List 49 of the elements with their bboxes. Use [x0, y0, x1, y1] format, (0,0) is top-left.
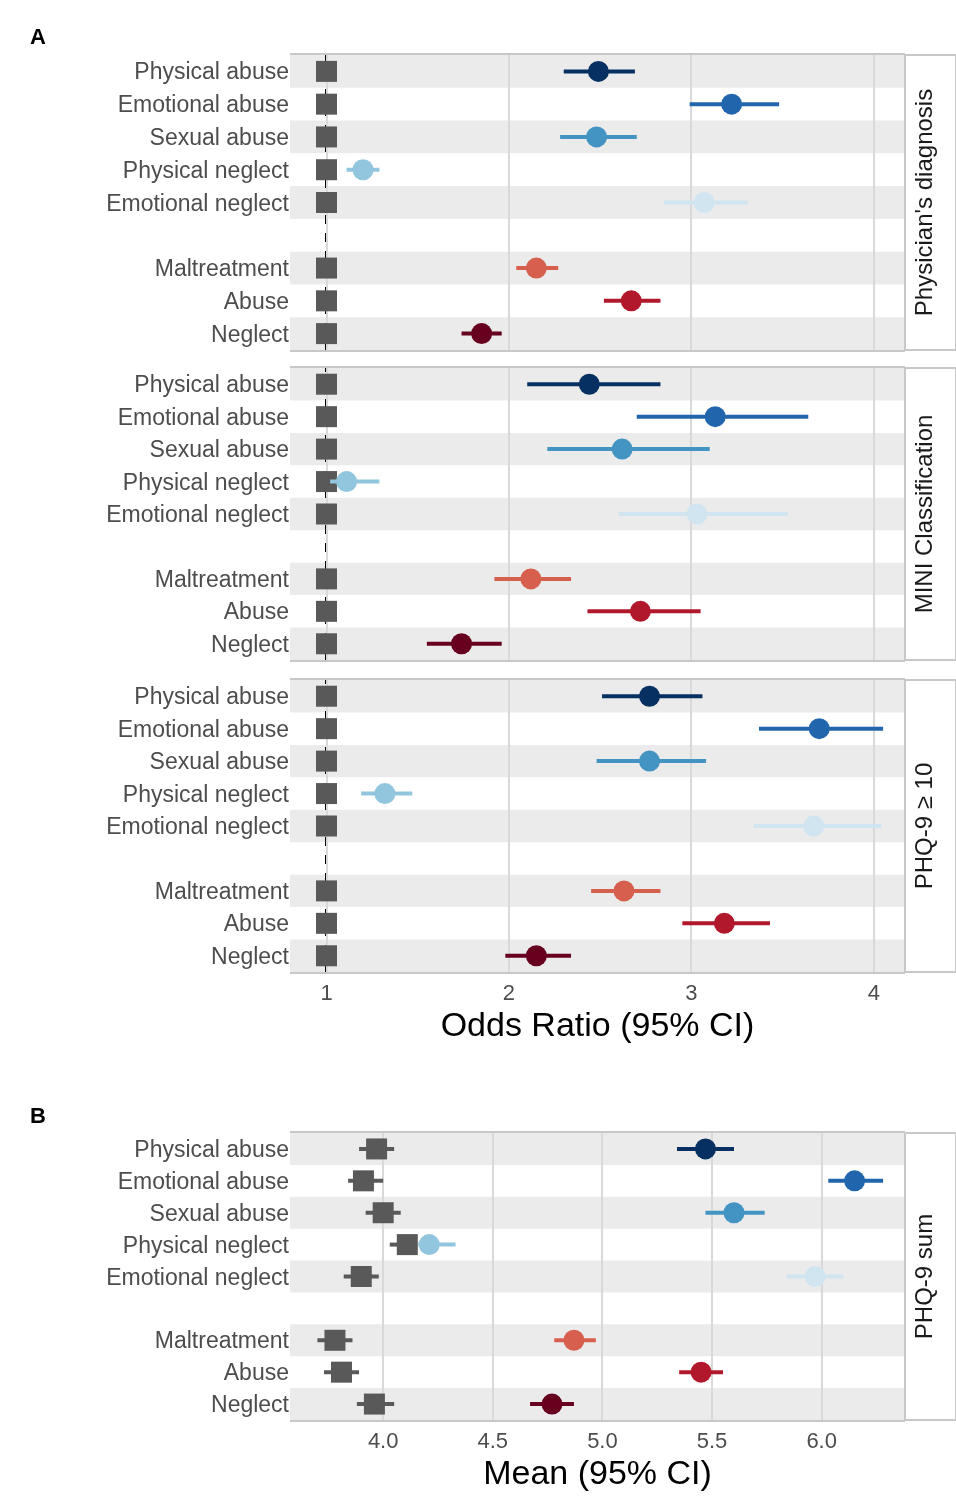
y-tick-label: Emotional abuse [117, 403, 289, 430]
y-tick-label: Physical neglect [122, 468, 290, 495]
y-tick-label: Emotional neglect [106, 501, 290, 528]
y-tick-label: Emotional neglect [106, 1263, 290, 1290]
y-tick-label: Emotional abuse [117, 1167, 289, 1194]
y-tick-label: Emotional abuse [117, 91, 289, 118]
y-tick-label: Sexual abuse [149, 1199, 289, 1226]
y-tick-label: Physical neglect [122, 156, 290, 183]
y-tick-label: Abuse [223, 598, 289, 625]
y-tick-label: Neglect [211, 1391, 290, 1418]
y-tick-label: Maltreatment [154, 255, 290, 282]
y-tick-label: Emotional abuse [117, 715, 289, 742]
text: PHQ-9 ≥ 10 [910, 762, 938, 890]
x-tick-label: 4 [867, 980, 881, 1006]
text: MINI Classification [910, 414, 938, 614]
y-tick-label: Physical abuse [134, 58, 289, 85]
x-tick-label: 5.0 [587, 1428, 618, 1454]
y-tick-label: Abuse [223, 287, 289, 314]
y-tick-label: Neglect [211, 320, 290, 347]
y-tick-label: Maltreatment [154, 877, 290, 904]
y-tick-label: Physical neglect [122, 1231, 290, 1258]
text: PHQ-9 sum [910, 1213, 938, 1340]
x-tick-label: 2 [502, 980, 516, 1006]
y-tick-label: Physical neglect [122, 780, 290, 807]
text: A [30, 24, 46, 49]
y-tick-label: Physical abuse [134, 371, 289, 398]
y-tick-label: Emotional neglect [106, 813, 290, 840]
y-tick-label: Abuse [223, 1359, 289, 1386]
y-tick-label: Sexual abuse [149, 436, 289, 463]
y-tick-label: Physical abuse [134, 1135, 289, 1162]
x-axis-title: Odds Ratio (95% CI) [440, 1005, 755, 1044]
text: Physician's diagnosis [910, 88, 938, 317]
x-tick-label: 5.5 [696, 1428, 728, 1454]
x-tick-label: 6.0 [806, 1428, 837, 1454]
y-tick-label: Neglect [211, 630, 290, 657]
x-tick-label: 4.0 [367, 1428, 399, 1454]
y-tick-label: Sexual abuse [149, 123, 289, 150]
y-tick-label: Neglect [211, 942, 290, 969]
x-tick-label: 3 [685, 980, 698, 1006]
y-tick-label: Abuse [223, 910, 289, 937]
y-tick-label: Maltreatment [154, 1327, 290, 1354]
text: B [30, 1103, 46, 1128]
y-tick-label: Physical abuse [134, 683, 289, 710]
y-tick-label: Sexual abuse [149, 748, 289, 775]
x-axis-title: Mean (95% CI) [483, 1453, 712, 1492]
x-tick-label: 4.5 [477, 1428, 509, 1454]
x-tick-label: 1 [320, 980, 333, 1006]
y-tick-label: Maltreatment [154, 565, 290, 592]
y-tick-label: Emotional neglect [106, 189, 290, 216]
